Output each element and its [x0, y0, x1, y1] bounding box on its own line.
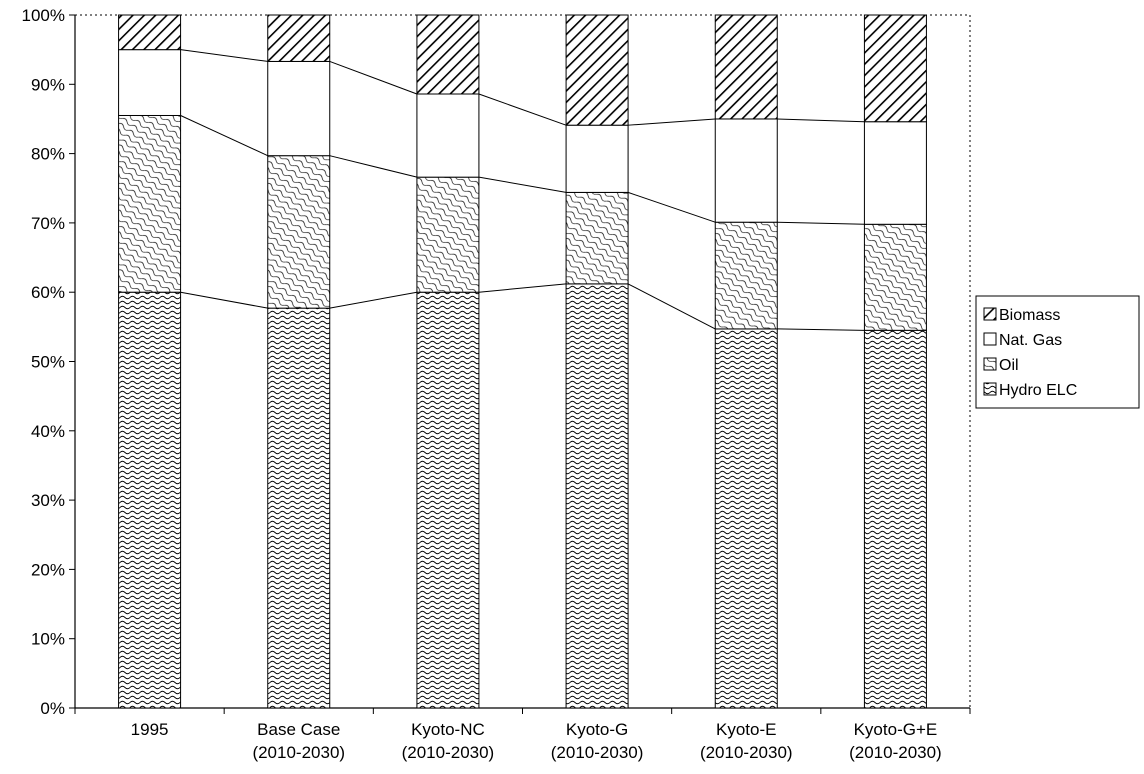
y-tick-label: 90%	[31, 75, 65, 94]
legend-box	[975, 295, 1140, 409]
series-line-oil	[180, 115, 268, 157]
series-line-nat-gas	[478, 93, 567, 126]
series-line-nat-gas	[628, 118, 716, 126]
x-category-label-line: (2010-2030)	[700, 743, 793, 762]
bar-segment-biomass	[863, 14, 927, 123]
bar-segment-biomass	[565, 14, 629, 126]
axis-labels: 0% 10% 20% 30% 40% 50% 60% 70% 80% 90% 100% 1995 Bas…	[22, 6, 942, 762]
y-tick-label: 20%	[31, 560, 65, 579]
bar-segment-hydro-elc	[863, 329, 927, 709]
bars	[118, 14, 927, 709]
x-category-label-line: 1995	[131, 720, 169, 739]
legend-swatch-oil	[983, 357, 997, 371]
series-line-hydro-elc	[478, 283, 567, 293]
bar-group-kyoto-nc	[416, 14, 480, 709]
bar-segment-nat-gas	[714, 118, 778, 223]
bar-segment-hydro-elc	[267, 307, 331, 709]
y-tick-label: 70%	[31, 214, 65, 233]
x-category-label-line: Kyoto-G+E	[854, 720, 938, 739]
x-category-label-line: Kyoto-NC	[411, 720, 485, 739]
x-category-label-line: Base Case	[257, 720, 340, 739]
bar-segment-oil	[714, 221, 778, 330]
series-line-hydro-elc	[180, 291, 268, 309]
series-line-nat-gas	[329, 60, 418, 95]
y-tick-label: 50%	[31, 353, 65, 372]
series-line-oil	[627, 191, 716, 223]
legend-label-hydro-elc: Hydro ELC	[999, 382, 1077, 399]
series-line-hydro-elc	[329, 291, 418, 309]
bar-segment-oil	[118, 114, 182, 293]
x-category-label-line: Kyoto-G	[566, 720, 628, 739]
x-category-label-line: (2010-2030)	[849, 743, 942, 762]
x-category-label: Base Case (2010-2030)	[252, 720, 345, 762]
x-category-label: Kyoto-E (2010-2030)	[700, 720, 793, 762]
bar-segment-hydro-elc	[565, 283, 629, 709]
bar-segment-nat-gas	[416, 93, 480, 178]
bar-group-kyoto-g	[565, 14, 629, 709]
legend-swatch-hydro-elc	[983, 382, 997, 396]
y-tick-label: 40%	[31, 422, 65, 441]
x-category-label-line: (2010-2030)	[551, 743, 644, 762]
legend-label-oil: Oil	[999, 357, 1019, 374]
bar-segment-hydro-elc	[118, 291, 182, 709]
series-line-oil	[478, 176, 567, 193]
axes	[69, 14, 971, 714]
bar-group-kyoto-g-e	[863, 14, 927, 709]
x-category-label-line: (2010-2030)	[402, 743, 495, 762]
x-category-label: 1995	[131, 720, 169, 739]
bar-group-1995	[118, 14, 182, 709]
series-line-hydro-elc	[777, 328, 865, 331]
bar-segment-biomass	[416, 14, 480, 95]
bar-segment-oil	[416, 176, 480, 293]
x-category-label: Kyoto-G (2010-2030)	[551, 720, 644, 762]
legend-label-biomass: Biomass	[999, 307, 1060, 324]
series-connector-lines	[180, 49, 865, 331]
x-category-label: Kyoto-NC (2010-2030)	[402, 720, 495, 762]
x-category-label: Kyoto-G+E (2010-2030)	[849, 720, 942, 762]
y-tick-label: 60%	[31, 283, 65, 302]
bar-segment-hydro-elc	[416, 291, 480, 709]
bar-segment-nat-gas	[118, 49, 182, 116]
series-line-oil	[777, 221, 865, 225]
legend-label-nat-gas: Nat. Gas	[999, 332, 1062, 349]
series-line-nat-gas	[180, 49, 268, 62]
y-tick-label: 30%	[31, 491, 65, 510]
y-tick-label: 10%	[31, 630, 65, 649]
y-tick-label: 100%	[22, 6, 65, 25]
bar-segment-oil	[267, 155, 331, 309]
bar-segment-hydro-elc	[714, 328, 778, 709]
legend: Biomass Nat. Gas Oil Hydro ELC	[975, 295, 1140, 409]
x-category-label-line: Kyoto-E	[716, 720, 776, 739]
bar-group-base-case	[267, 14, 331, 709]
bar-segment-nat-gas	[565, 124, 629, 193]
y-tick-label: 0%	[40, 699, 65, 718]
y-tick-label: 80%	[31, 145, 65, 164]
series-line-hydro-elc	[627, 283, 716, 330]
series-line-oil	[329, 155, 418, 178]
bar-segment-nat-gas	[863, 121, 927, 225]
bar-segment-oil	[565, 191, 629, 285]
series-line-nat-gas	[777, 118, 865, 123]
bar-segment-biomass	[714, 14, 778, 120]
bar-segment-oil	[863, 223, 927, 331]
bar-group-kyoto-e	[714, 14, 778, 709]
legend-swatch-biomass	[983, 307, 997, 321]
bar-segment-nat-gas	[267, 60, 331, 157]
bar-segment-biomass	[118, 14, 182, 51]
x-category-label-line: (2010-2030)	[252, 743, 345, 762]
bar-segment-biomass	[267, 14, 331, 62]
legend-swatch-nat-gas	[983, 332, 997, 346]
